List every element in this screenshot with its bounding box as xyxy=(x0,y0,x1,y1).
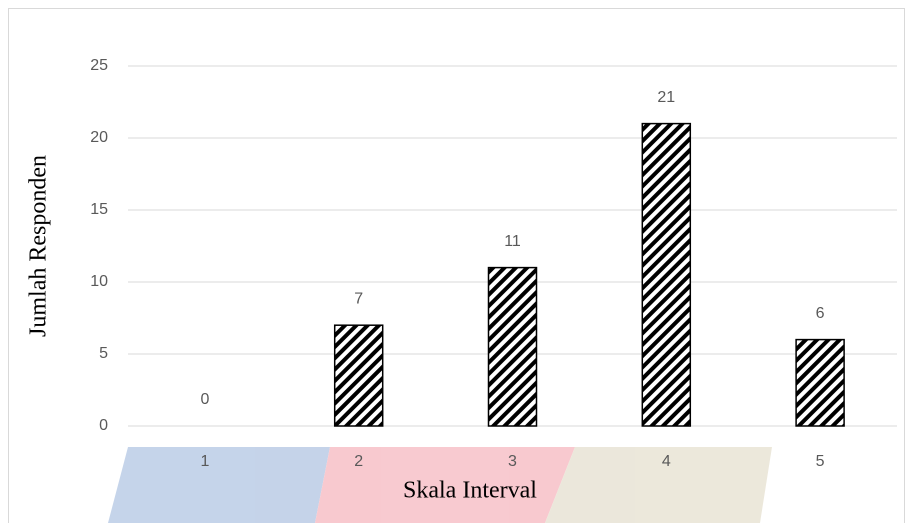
bar xyxy=(487,266,538,427)
y-tick-label: 15 xyxy=(90,201,108,218)
y-axis-title: Jumlah Responden xyxy=(26,155,52,337)
chart-border xyxy=(8,8,905,523)
y-tick-label: 20 xyxy=(90,129,108,146)
x-tick-label: 1 xyxy=(200,453,209,470)
value-label: 6 xyxy=(816,305,825,322)
y-tick-label: 25 xyxy=(90,57,108,74)
value-label: 21 xyxy=(657,89,675,106)
y-tick-label: 5 xyxy=(99,345,108,362)
value-label: 11 xyxy=(504,233,521,250)
y-tick-label: 0 xyxy=(99,417,108,434)
value-label: 0 xyxy=(200,391,209,408)
bar xyxy=(795,338,845,427)
y-tick-label: 10 xyxy=(90,273,108,290)
bar xyxy=(641,122,692,427)
x-axis-title: Skala Interval xyxy=(403,478,537,504)
background-band xyxy=(108,447,772,523)
x-tick-label: 3 xyxy=(508,453,517,470)
bar xyxy=(333,324,384,427)
x-tick-label: 2 xyxy=(354,453,363,470)
value-label: 7 xyxy=(354,290,363,307)
x-tick-label: 5 xyxy=(816,453,825,470)
x-tick-label: 4 xyxy=(662,453,671,470)
